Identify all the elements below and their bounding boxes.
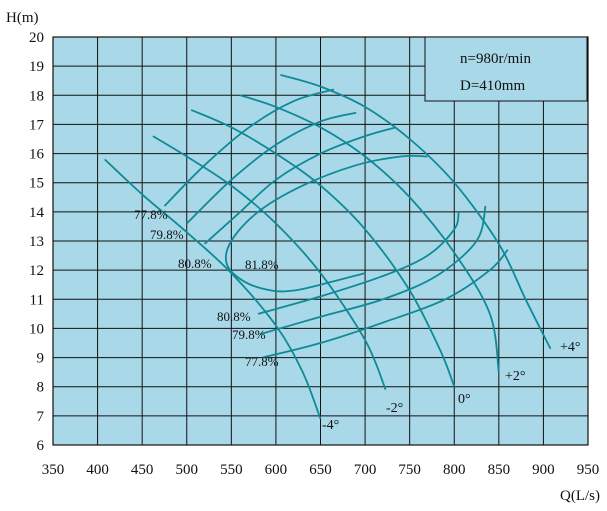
efficiency-curve-5 xyxy=(259,205,487,336)
head-label-0: 0° xyxy=(458,392,471,407)
x-axis-label: Q(L/s) xyxy=(560,488,600,504)
x-tick-label: 400 xyxy=(86,462,109,478)
x-tick-label: 700 xyxy=(354,462,377,478)
eff-label-77-8-upper: 77.8% xyxy=(134,207,168,222)
x-tick-label: 850 xyxy=(488,462,511,478)
y-tick-label: 9 xyxy=(37,351,45,367)
head-curve-1 xyxy=(152,135,387,390)
efficiency-curve-6 xyxy=(262,249,509,359)
eff-label-80-8-lower: 80.8% xyxy=(217,309,251,324)
x-tick-label: 650 xyxy=(309,462,332,478)
x-tick-labels: 350 400 450 500 550 600 650 700 750 800 850 900 950 xyxy=(42,462,600,478)
y-tick-label: 16 xyxy=(29,147,45,163)
x-tick-label: 350 xyxy=(42,462,65,478)
efficiency-curve-4 xyxy=(257,211,460,315)
head-label-plus2: +2° xyxy=(505,369,526,384)
y-tick-label: 20 xyxy=(29,30,44,46)
y-axis-label: H(m) xyxy=(6,10,39,26)
curves xyxy=(104,74,552,420)
eff-label-77-8-lower: 77.8% xyxy=(245,354,279,369)
annotation-box-rect xyxy=(424,36,588,102)
y-tick-label: 17 xyxy=(29,117,45,133)
head-label-minus2: -2° xyxy=(386,401,403,416)
x-tick-label: 500 xyxy=(176,462,199,478)
grid xyxy=(53,37,588,445)
annotation-box: n=980r/min D=410mm xyxy=(424,36,588,102)
y-tick-labels: 6 7 8 9 10 11 12 13 14 15 16 17 18 19 20 xyxy=(29,30,45,454)
x-tick-label: 800 xyxy=(443,462,466,478)
efficiency-curve-2 xyxy=(203,126,397,245)
y-tick-label: 13 xyxy=(29,234,44,250)
diameter-note: D=410mm xyxy=(460,78,525,94)
efficiency-curve-3 xyxy=(224,154,428,293)
eff-label-79-8-upper: 79.8% xyxy=(150,227,184,242)
head-curve-0 xyxy=(104,158,322,420)
eff-label-80-8-upper: 80.8% xyxy=(178,256,212,271)
y-tick-label: 6 xyxy=(37,438,45,454)
efficiency-curve-1 xyxy=(186,111,357,225)
eff-label-81-8: 81.8% xyxy=(245,257,279,272)
x-tick-label: 600 xyxy=(265,462,288,478)
speed-note: n=980r/min xyxy=(460,51,531,67)
y-tick-label: 10 xyxy=(29,321,44,337)
eff-label-79-8-lower: 79.8% xyxy=(232,327,266,342)
y-tick-label: 7 xyxy=(37,409,45,425)
x-tick-label: 750 xyxy=(398,462,421,478)
head-label-plus4: +4° xyxy=(560,340,581,355)
head-label-minus4: -4° xyxy=(322,418,339,433)
y-tick-label: 19 xyxy=(29,59,44,75)
efficiency-curve-0 xyxy=(163,88,335,207)
x-tick-label: 900 xyxy=(532,462,555,478)
x-tick-label: 950 xyxy=(577,462,600,478)
head-curve-4 xyxy=(280,74,552,350)
head-curve-2 xyxy=(190,109,456,388)
y-tick-label: 8 xyxy=(37,380,45,396)
x-tick-label: 450 xyxy=(131,462,154,478)
y-tick-label: 15 xyxy=(29,176,44,192)
x-tick-label: 550 xyxy=(220,462,243,478)
head-curve-3 xyxy=(240,94,500,373)
y-tick-label: 18 xyxy=(29,88,44,104)
y-tick-label: 14 xyxy=(29,205,45,221)
y-tick-label: 11 xyxy=(30,292,44,308)
y-tick-label: 12 xyxy=(29,263,44,279)
